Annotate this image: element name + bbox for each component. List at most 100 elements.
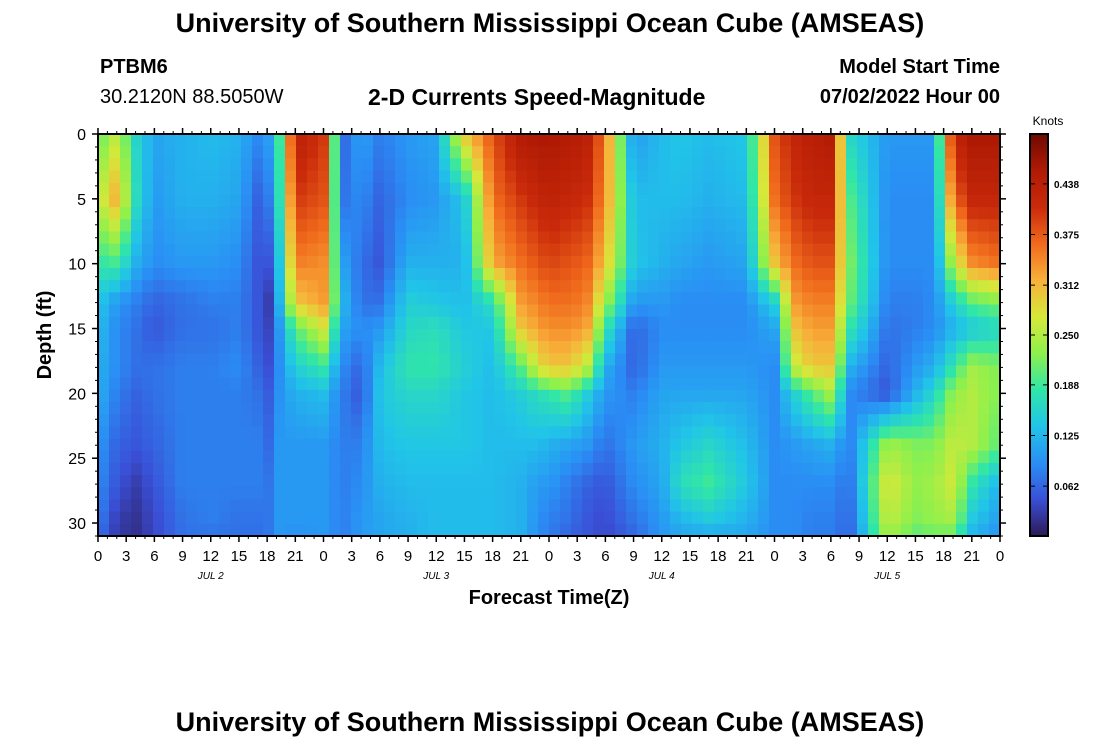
heatmap-cell	[813, 389, 825, 403]
heatmap-cell	[802, 365, 814, 379]
heatmap-cell	[395, 328, 407, 342]
heatmap-cell	[428, 438, 440, 452]
heatmap-cell	[373, 207, 385, 220]
heatmap-cell	[186, 365, 198, 379]
heatmap-cell	[637, 134, 649, 147]
heatmap-cell	[560, 341, 572, 354]
heatmap-cell	[758, 170, 770, 184]
heatmap-cell	[131, 207, 143, 220]
heatmap-cell	[560, 207, 572, 220]
heatmap-cell	[912, 328, 924, 342]
heatmap-cell	[230, 511, 242, 525]
heatmap-cell	[890, 231, 902, 245]
heatmap-cell	[307, 182, 319, 196]
heatmap-cell	[923, 316, 935, 330]
heatmap-cell	[934, 194, 946, 208]
heatmap-cell	[186, 268, 198, 281]
heatmap-cell	[978, 426, 990, 440]
heatmap-cell	[604, 438, 616, 452]
heatmap-cell	[219, 426, 231, 440]
heatmap-cell	[494, 268, 506, 281]
heatmap-cell	[813, 146, 825, 159]
heatmap-cell	[637, 158, 649, 172]
heatmap-cell	[131, 194, 143, 208]
heatmap-cell	[615, 146, 627, 159]
heatmap-cell	[450, 402, 462, 415]
heatmap-cell	[516, 377, 528, 391]
heatmap-cell	[362, 280, 374, 293]
heatmap-cell	[329, 316, 341, 330]
heatmap-cell	[549, 292, 561, 306]
heatmap-cell	[241, 268, 253, 281]
heatmap-cell	[252, 487, 264, 501]
heatmap-cell	[692, 316, 704, 330]
heatmap-cell	[406, 499, 418, 513]
heatmap-cell	[747, 523, 759, 537]
heatmap-cell	[791, 402, 803, 415]
heatmap-cell	[571, 280, 583, 293]
heatmap-cell	[263, 462, 275, 476]
heatmap-cell	[296, 268, 308, 281]
heatmap-cell	[736, 146, 748, 159]
heatmap-cell	[109, 462, 121, 476]
heatmap-cell	[549, 219, 561, 233]
heatmap-cell	[637, 402, 649, 415]
heatmap-cell	[681, 462, 693, 476]
heatmap-cell	[670, 182, 682, 196]
heatmap-cell	[197, 402, 209, 415]
heatmap-cell	[175, 292, 187, 306]
heatmap-cell	[450, 292, 462, 306]
heatmap-cell	[362, 426, 374, 440]
heatmap-cell	[318, 377, 330, 391]
heatmap-cell	[197, 292, 209, 306]
heatmap-cell	[285, 511, 297, 525]
heatmap-cell	[131, 523, 143, 537]
heatmap-cell	[769, 438, 781, 452]
heatmap-cell	[274, 414, 286, 427]
heatmap-cell	[329, 304, 341, 318]
heatmap-cell	[439, 523, 451, 537]
heatmap-cell	[725, 402, 737, 415]
heatmap-cell	[516, 280, 528, 293]
heatmap-cell	[472, 328, 484, 342]
heatmap-cell	[406, 280, 418, 293]
heatmap-cell	[824, 475, 836, 488]
heatmap-cell	[703, 170, 715, 184]
heatmap-cell	[945, 341, 957, 354]
heatmap-cell	[153, 328, 165, 342]
heatmap-cell	[120, 280, 132, 293]
heatmap-cell	[296, 402, 308, 415]
heatmap-cell	[615, 182, 627, 196]
x-tick-label: 3	[799, 548, 807, 565]
heatmap-cell	[912, 158, 924, 172]
heatmap-cell	[703, 475, 715, 488]
heatmap-cell	[252, 426, 264, 440]
heatmap-cell	[153, 475, 165, 488]
heatmap-cell	[505, 377, 517, 391]
heatmap-cell	[439, 426, 451, 440]
heatmap-cell	[736, 292, 748, 306]
heatmap-cell	[307, 402, 319, 415]
y-tick-label: 0	[77, 127, 86, 144]
heatmap-cell	[846, 365, 858, 379]
heatmap-cell	[417, 170, 429, 184]
heatmap-cell	[373, 511, 385, 525]
heatmap-cell	[934, 523, 946, 537]
heatmap-cell	[241, 316, 253, 330]
heatmap-cell	[384, 207, 396, 220]
heatmap-cell	[373, 450, 385, 464]
heatmap-cell	[351, 414, 363, 427]
heatmap-cell	[362, 414, 374, 427]
heatmap-cell	[98, 462, 110, 476]
heatmap-cell	[131, 365, 143, 379]
heatmap-cell	[670, 316, 682, 330]
heatmap-cell	[692, 402, 704, 415]
heatmap-cell	[857, 523, 869, 537]
heatmap-cell	[373, 170, 385, 184]
heatmap-cell	[373, 365, 385, 379]
heatmap-cell	[439, 280, 451, 293]
heatmap-cell	[846, 414, 858, 427]
heatmap-cell	[351, 499, 363, 513]
heatmap-cell	[318, 170, 330, 184]
heatmap-cell	[230, 316, 242, 330]
